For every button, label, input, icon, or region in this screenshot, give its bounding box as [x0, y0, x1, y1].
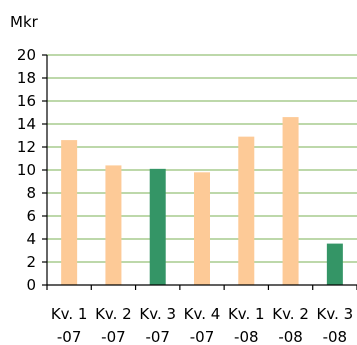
y-tick-label: 0 — [26, 276, 36, 294]
bar — [61, 140, 78, 285]
y-tick-label: 4 — [26, 230, 36, 248]
gridlines — [47, 54, 357, 263]
bar — [105, 165, 122, 285]
x-tick-label: Kv. 2 -08 — [272, 305, 309, 345]
bar — [238, 136, 255, 285]
bar — [282, 117, 299, 285]
y-tick-label: 18 — [17, 69, 36, 87]
axes — [42, 54, 357, 290]
y-tick-label: 16 — [17, 92, 36, 110]
bars — [61, 117, 343, 285]
y-tick-label: 8 — [26, 184, 36, 202]
y-tick-label: 2 — [26, 253, 36, 271]
bar — [194, 172, 210, 285]
y-tick-label: 10 — [17, 161, 36, 179]
y-tick-label: 6 — [26, 207, 36, 225]
y-tick-labels: 0 2 4 6 8 10 12 14 16 18 20 — [17, 46, 36, 294]
x-tick-label: Kv. 3 -07 — [139, 305, 176, 345]
unit-label: Mkr — [10, 13, 39, 31]
bar — [149, 168, 166, 285]
x-tick-label: Kv. 1 -08 — [228, 305, 265, 345]
bar — [326, 243, 343, 285]
y-tick-label: 14 — [17, 115, 36, 133]
x-tick-label: Kv. 4 -07 — [184, 305, 221, 345]
x-tick-label: Kv. 1 -07 — [51, 305, 88, 345]
x-tick-label: Kv. 2 -07 — [95, 305, 132, 345]
y-tick-label: 12 — [17, 138, 36, 156]
y-tick-label: 20 — [17, 46, 36, 64]
x-tick-label: Kv. 3 -08 — [317, 305, 354, 345]
